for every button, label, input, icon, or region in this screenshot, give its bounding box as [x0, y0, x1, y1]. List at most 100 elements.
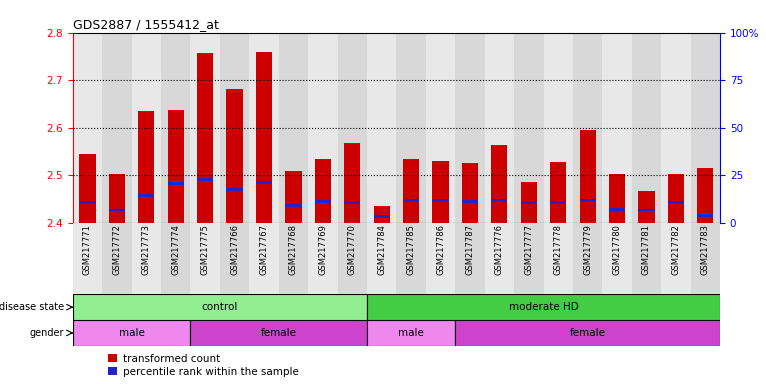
Text: GSM217786: GSM217786	[436, 224, 445, 275]
Bar	[80, 201, 96, 204]
Bar	[433, 161, 449, 223]
Bar	[286, 204, 302, 207]
Bar	[374, 215, 390, 218]
Bar	[109, 174, 125, 223]
Text: GSM217770: GSM217770	[348, 224, 357, 275]
Bar	[367, 223, 397, 294]
Bar	[638, 191, 655, 223]
Bar	[161, 33, 191, 223]
Text: female: female	[570, 328, 606, 338]
Bar	[521, 201, 537, 204]
Bar	[191, 223, 220, 294]
Legend: transformed count, percentile rank within the sample: transformed count, percentile rank withi…	[104, 350, 303, 381]
Text: gender: gender	[29, 328, 64, 338]
Bar	[102, 223, 132, 294]
Bar	[367, 33, 397, 223]
Text: GSM217785: GSM217785	[407, 224, 416, 275]
Text: GSM217777: GSM217777	[524, 224, 533, 275]
Bar	[514, 33, 544, 223]
Text: GDS2887 / 1555412_at: GDS2887 / 1555412_at	[73, 18, 218, 31]
Text: GSM217772: GSM217772	[113, 224, 121, 275]
Bar	[491, 146, 507, 223]
Bar	[426, 33, 455, 223]
Bar	[602, 33, 632, 223]
Bar	[573, 33, 602, 223]
Bar	[514, 223, 544, 294]
Bar	[573, 223, 602, 294]
Bar	[374, 206, 390, 223]
Bar	[455, 320, 720, 346]
Bar	[315, 200, 331, 203]
Bar	[279, 223, 308, 294]
Text: GSM217773: GSM217773	[142, 224, 151, 275]
Bar	[697, 168, 713, 223]
Bar	[485, 33, 514, 223]
Bar	[455, 33, 485, 223]
Bar	[609, 208, 625, 211]
Text: GSM217779: GSM217779	[583, 224, 592, 275]
Bar	[602, 223, 632, 294]
Bar	[227, 89, 243, 223]
Text: GSM217769: GSM217769	[319, 224, 327, 275]
Bar	[138, 111, 155, 223]
Bar	[550, 162, 566, 223]
Bar	[344, 143, 360, 223]
Text: GSM217771: GSM217771	[83, 224, 92, 275]
Bar	[544, 223, 573, 294]
Bar	[455, 223, 485, 294]
Bar	[403, 199, 419, 202]
Bar	[403, 159, 419, 223]
Text: GSM217778: GSM217778	[554, 224, 563, 275]
Bar	[286, 170, 302, 223]
Bar	[220, 33, 249, 223]
Bar	[485, 223, 514, 294]
Bar	[580, 199, 596, 202]
Bar	[132, 33, 161, 223]
Bar	[397, 33, 426, 223]
Bar	[697, 214, 713, 217]
Bar	[315, 159, 331, 223]
Bar	[338, 33, 367, 223]
Bar	[397, 223, 426, 294]
Bar	[138, 194, 155, 197]
Bar	[109, 209, 125, 212]
Bar	[256, 52, 272, 223]
Text: GSM217784: GSM217784	[377, 224, 386, 275]
Text: GSM217781: GSM217781	[642, 224, 651, 275]
Bar	[256, 181, 272, 184]
Bar	[661, 223, 691, 294]
Bar	[338, 223, 367, 294]
Bar	[521, 182, 537, 223]
Text: GSM217766: GSM217766	[230, 224, 239, 275]
Bar	[632, 33, 661, 223]
Text: GSM217783: GSM217783	[701, 224, 710, 275]
Text: male: male	[398, 328, 424, 338]
Text: male: male	[119, 328, 145, 338]
Bar	[249, 33, 279, 223]
Bar	[161, 223, 191, 294]
Bar	[367, 320, 455, 346]
Bar	[168, 182, 184, 185]
Bar	[308, 33, 338, 223]
Bar	[191, 33, 220, 223]
Bar	[426, 223, 455, 294]
Bar	[73, 223, 102, 294]
Text: female: female	[260, 328, 296, 338]
Bar	[544, 33, 573, 223]
Text: GSM217782: GSM217782	[672, 224, 680, 275]
Bar	[462, 164, 478, 223]
Text: GSM217776: GSM217776	[495, 224, 504, 275]
Text: GSM217780: GSM217780	[613, 224, 621, 275]
Bar	[279, 33, 308, 223]
Bar	[661, 33, 691, 223]
Text: GSM217775: GSM217775	[201, 224, 210, 275]
Text: GSM217774: GSM217774	[172, 224, 180, 275]
Text: control: control	[201, 302, 238, 312]
Bar	[102, 33, 132, 223]
Bar	[550, 201, 566, 204]
Bar	[691, 33, 720, 223]
Bar	[668, 201, 684, 204]
Text: moderate HD: moderate HD	[509, 302, 578, 312]
Text: GSM217787: GSM217787	[466, 224, 474, 275]
Bar	[491, 199, 507, 202]
